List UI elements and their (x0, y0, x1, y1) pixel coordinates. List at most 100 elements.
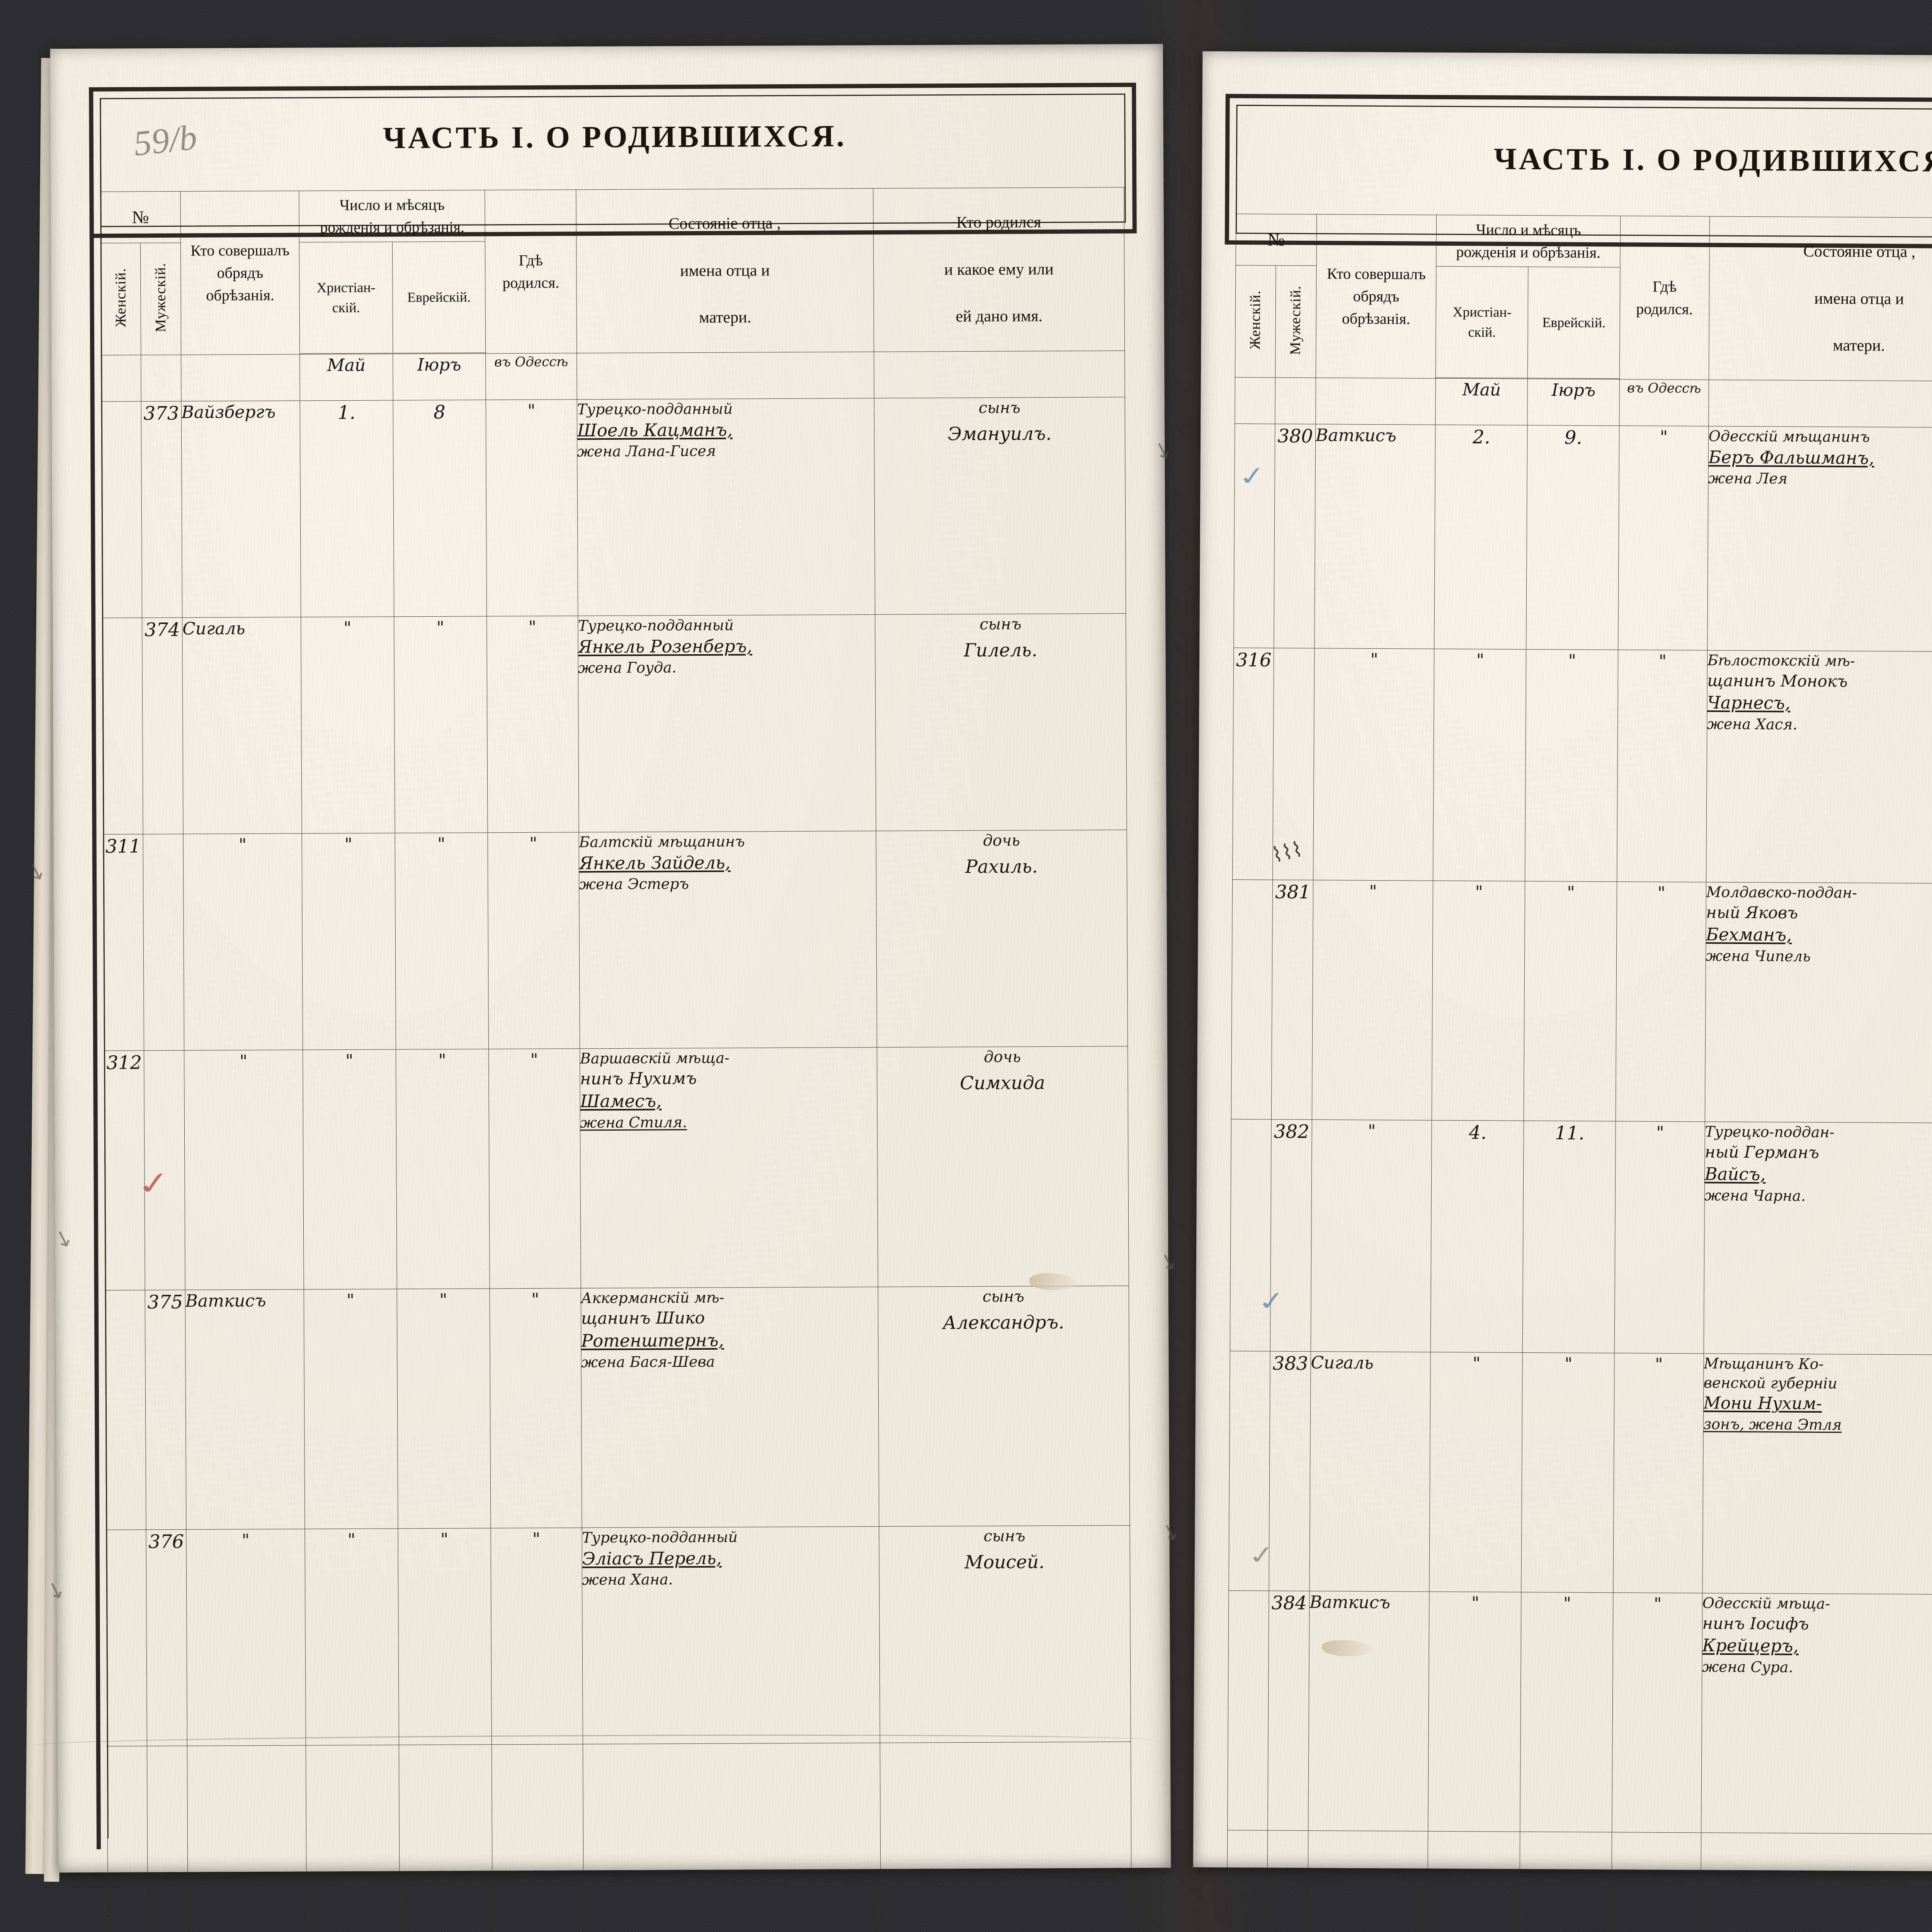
header-father-info: Состояніе отца , имена отца и матери. (1708, 216, 1932, 382)
header-where-born: Гдѣ родился. (1619, 216, 1710, 380)
mother-name: жена Хася. (1707, 715, 1798, 733)
cell-officiant: " (186, 1529, 306, 1746)
cell-officiant (1315, 378, 1436, 425)
cell-date-jewish: 9. (1526, 425, 1619, 650)
cell-date-christian: " (303, 1049, 397, 1289)
number-symbol: № (1267, 230, 1285, 250)
cell-female-number (1226, 1830, 1268, 1932)
cell-month-christian: Май (300, 354, 393, 401)
cell-date-christian: " (1432, 881, 1525, 1121)
cell-father-info: Аккерманскій мѣ- щанинъ Шико Ротенштернъ… (580, 1287, 879, 1528)
table-row-blank (1226, 1830, 1932, 1932)
father-name: Вайсъ, (1704, 1163, 1766, 1185)
cell-month-christian: Май (1435, 378, 1528, 425)
cell-officiant: " (184, 1049, 304, 1290)
child-name: Гилель. (964, 639, 1037, 661)
child-kind: дочь (983, 832, 1020, 850)
cell-date-christian: " (305, 1528, 399, 1745)
register-table-left: № Кто совершалъ обрядъ обрѣзанія. Число … (100, 187, 1133, 1932)
father-status: Одесскій мѣща- (1702, 1594, 1830, 1612)
cell-male (1275, 378, 1316, 424)
cell-officiant: Ваткисъ (1314, 424, 1436, 649)
header-male: Мужескій. (140, 243, 181, 355)
cell-where-born: " (486, 399, 578, 616)
cell-officiant: Вайзбергъ (181, 400, 301, 618)
month-heading-row: Май Іюръ въ Одессѣ (101, 350, 1125, 402)
father-status: Одесскій мѣщанинъ (1708, 427, 1870, 446)
cell-female-number (1233, 423, 1276, 648)
cell-where-born (1611, 1832, 1701, 1932)
cell-date-jewish: " (394, 616, 488, 833)
father-status-cont: щанинъ Шико (581, 1308, 705, 1328)
father-name: Шамесъ, (580, 1090, 662, 1112)
mother-name: жена Эстеръ (579, 875, 689, 893)
father-status-cont: нинъ Нухимъ (580, 1069, 697, 1089)
header-date-jewish: Еврейскій. (392, 241, 486, 353)
cell-female-number (105, 1290, 146, 1530)
cell-father-info: Турецко-подданный Шоель Кацманъ, жена Ла… (577, 398, 875, 616)
cell-father (1708, 379, 1932, 428)
mother-name: жена Стиля. (580, 1113, 687, 1131)
cell-where-born: " (1617, 650, 1708, 882)
mother-name: жена Лана-Гисея (577, 442, 716, 460)
cell-date-christian: 4. (1430, 1120, 1524, 1353)
cell-female (1235, 377, 1276, 424)
cell-father (577, 352, 874, 400)
header-date-group: Число и мѣсяцъ рожденія и обрѣзанія. (1436, 215, 1621, 267)
cell-officiant (1307, 1830, 1429, 1932)
father-status: Турецко-подданный (577, 400, 733, 418)
cell-where-born: " (1618, 425, 1709, 650)
father-name: Крейцеръ, (1702, 1635, 1799, 1656)
cell-date-christian: 1. (300, 400, 394, 617)
header-date-christian: Христіан- скій. (299, 242, 393, 354)
cell-where-born (492, 1744, 585, 1932)
cell-date-jewish: " (1525, 649, 1618, 882)
cell-male-number: 382 (1270, 1119, 1312, 1352)
table-row: 383 Сигаль " " " Мѣщанинъ Ко- венской гу… (1228, 1351, 1932, 1596)
table-row: 382 " 4. 11. " Турецко-поддан- ный Герма… (1230, 1119, 1932, 1357)
table-row: 380 Ваткисъ 2. 9. " Одесскій мѣщанинъ Бе… (1233, 423, 1932, 653)
table-row: 384 Ваткисъ " " " Одесскій мѣща- нинъ Іо… (1227, 1590, 1932, 1836)
father-name: Янкель Розенберъ, (578, 636, 752, 657)
father-name: Янкель Зайдель, (579, 852, 731, 874)
child-kind: сынъ (983, 1527, 1026, 1545)
left-page: ЧАСТЬ I. О РОДИВШИХСЯ. 59/b № (34, 44, 1171, 1932)
cell-month-where: въ Одессѣ (1619, 379, 1709, 426)
cell-father-info: Турецко-подданный Янкель Розенберъ, жена… (578, 614, 876, 832)
cell-officiant: Сигаль (1309, 1351, 1431, 1592)
cell-where-born: " (488, 832, 580, 1049)
cell-female-number (1230, 1119, 1272, 1352)
cell-date-christian: " (1428, 1592, 1522, 1832)
mother-name: жена Чипель (1706, 947, 1811, 965)
cell-officiant: " (1310, 1119, 1432, 1352)
cell-officiant: Ваткисъ (1308, 1591, 1430, 1832)
father-status: Варшавскій мѣща- (580, 1049, 730, 1067)
child-name: Симхида (959, 1072, 1045, 1094)
child-kind: сынъ (982, 1287, 1024, 1306)
cell-month-jewish: Іюръ (1527, 379, 1620, 426)
cell-date-christian: 2. (1434, 425, 1527, 650)
cell-father-info: Балтскій мѣщанинъ Янкель Зайдель, жена Э… (578, 831, 877, 1049)
cell-date-christian: " (304, 1289, 398, 1529)
cell-date-jewish: 11. (1522, 1121, 1616, 1353)
cell-child (874, 350, 1125, 398)
header-date-jewish: Еврейскій. (1527, 267, 1620, 379)
child-name: Моисей. (964, 1551, 1045, 1573)
cell-officiant: " (1312, 880, 1433, 1121)
cell-father-info: Одесскій мѣща- нинъ Іосифъ Крейцеръ, жен… (1701, 1593, 1932, 1834)
cell-date-jewish (1519, 1832, 1612, 1932)
cell-father-info: Турецко-подданный Эліасъ Перель, жена Ха… (582, 1526, 880, 1744)
mother-name: жена Хана. (582, 1571, 673, 1588)
cell-child-info: дочь Симхида (877, 1046, 1129, 1287)
cell-male-number: 376 (146, 1529, 187, 1746)
father-name: Чарнесъ, (1707, 692, 1791, 713)
mother-name: жена Сура. (1702, 1658, 1793, 1676)
father-name: Беръ Фальшманъ, (1708, 447, 1874, 468)
cell-officiant (181, 354, 300, 401)
cell-date-jewish: " (1521, 1352, 1615, 1593)
register-body-left: Май Іюръ въ Одессѣ 373 Вайзбергъ 1. 8 " (101, 350, 1133, 1932)
cell-officiant: " (1313, 648, 1435, 881)
cell-child-info: сынъ Эмануилъ. (874, 397, 1126, 615)
